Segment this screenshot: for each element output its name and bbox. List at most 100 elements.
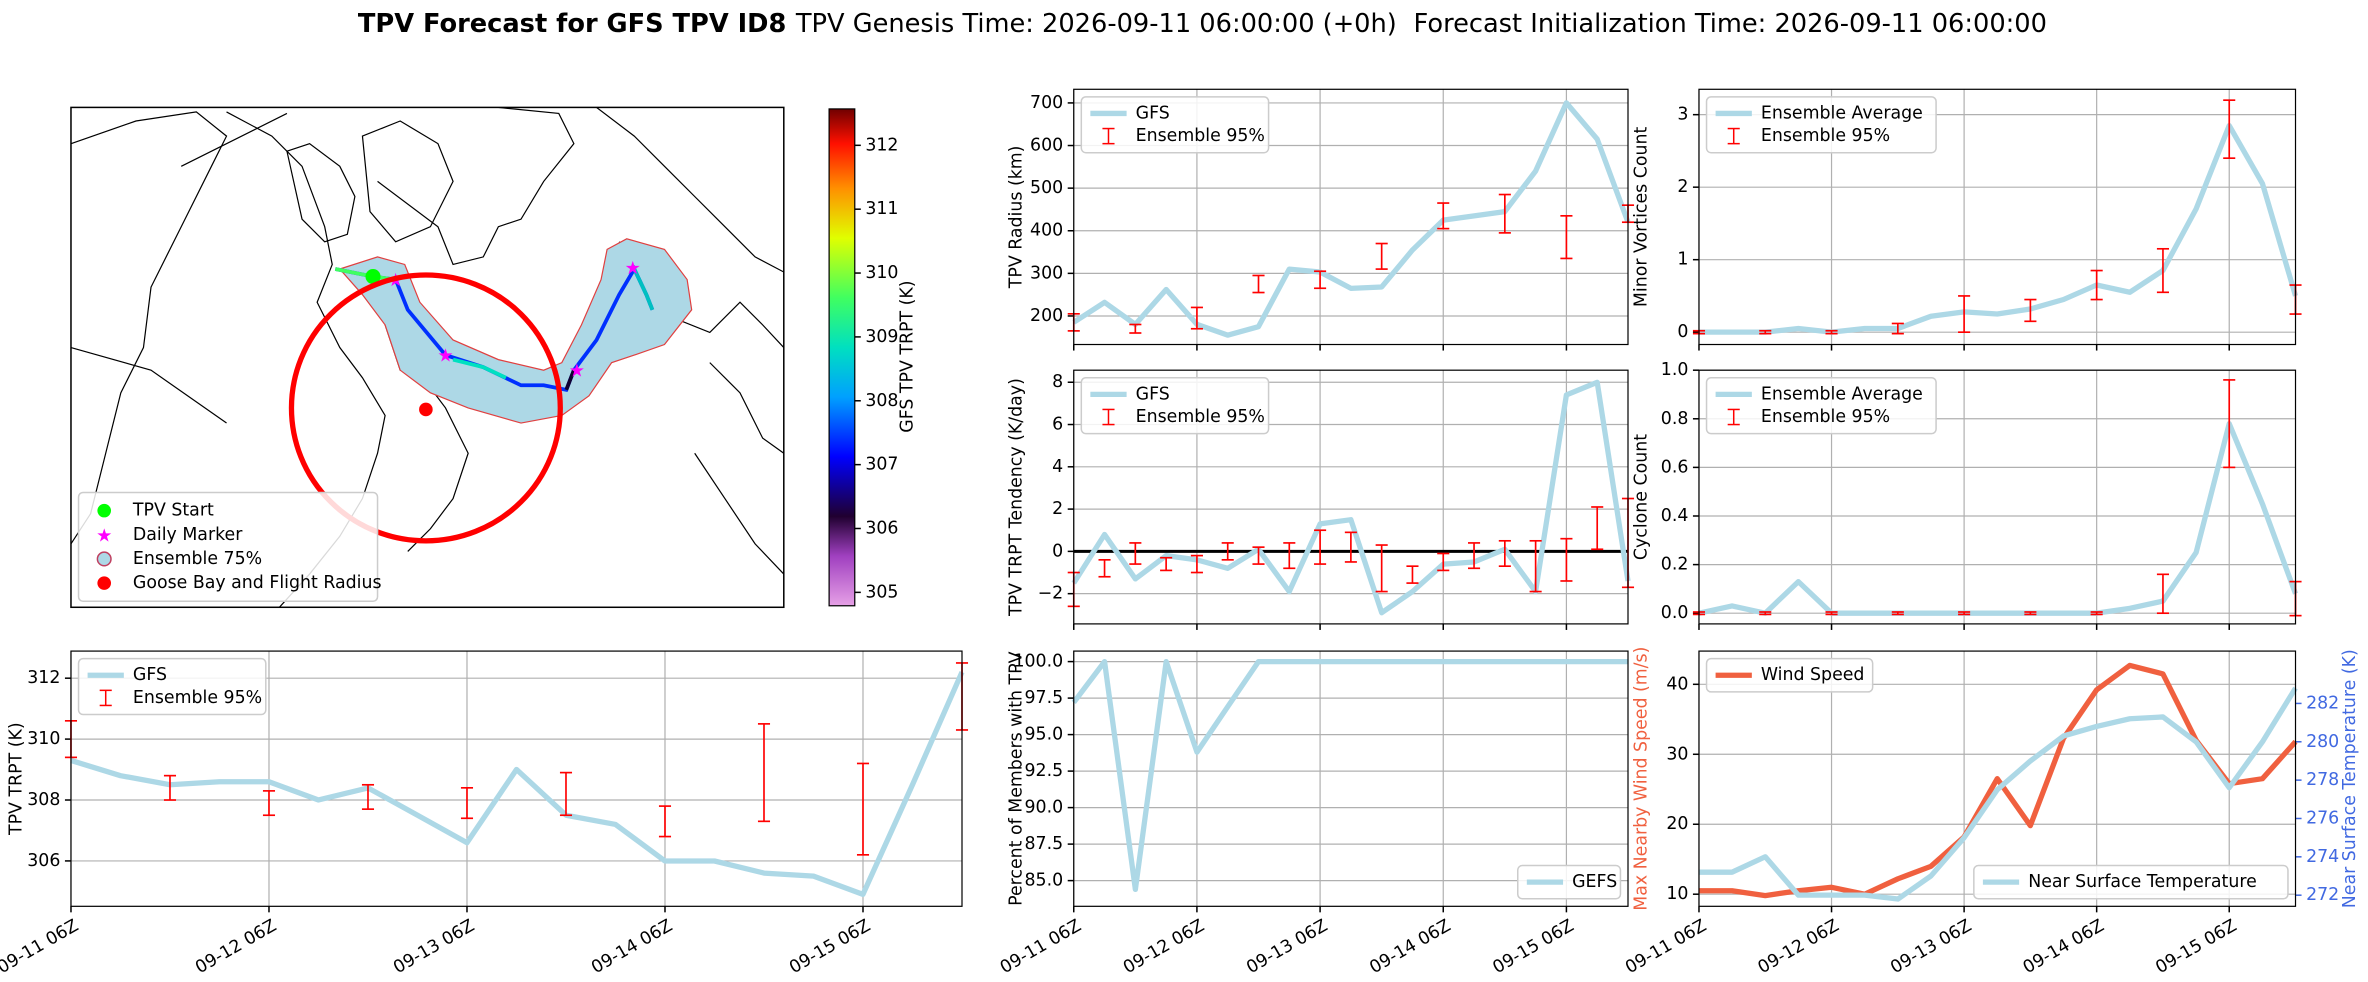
legend-box — [77, 657, 267, 716]
legend-label: Ensemble 95% — [1136, 407, 1265, 427]
error-bar — [1252, 274, 1265, 294]
panel: 0.0 0.2 0.4 0.6 0.8 1.0 Cyclone Count Ensemble … — [1632, 360, 2302, 630]
y-label: TPV TRPT (K) — [7, 722, 27, 836]
error-bar — [1375, 242, 1388, 270]
error-bar — [460, 787, 474, 820]
axes-frame — [1073, 369, 1629, 625]
y2-tick-label: 274 — [2306, 847, 2339, 867]
coastline — [377, 107, 575, 266]
error-bar — [2024, 611, 2037, 616]
x-tick-label: 09-11 06Z — [1622, 916, 1710, 978]
y-label: Cyclone Count — [1632, 434, 1652, 560]
colorbar — [828, 108, 856, 607]
legend-label: Ensemble Average — [1761, 103, 1923, 123]
series-line — [70, 671, 965, 898]
error-bar — [1560, 537, 1573, 582]
y-tick-label: 200 — [1030, 306, 1063, 326]
y-tick-label: 92.5 — [1025, 761, 1064, 781]
daily-marker: ★ — [625, 258, 641, 279]
y-tick-label: 0.6 — [1661, 457, 1689, 477]
y-tick-label: 0 — [1677, 322, 1688, 342]
y-tick-label: 90.0 — [1025, 798, 1064, 818]
daily-marker: ★ — [569, 361, 585, 382]
legend-label: Near Surface Temperature — [2028, 872, 2257, 892]
legend-label: TPV Start — [132, 501, 214, 521]
x-tick-label: 09-12 06Z — [1120, 916, 1208, 978]
y2-tick-label: 272 — [2306, 885, 2339, 905]
legend-label: GEFS — [1572, 872, 1617, 892]
coastline — [596, 107, 784, 273]
error-bar — [1591, 506, 1604, 551]
error-bar — [1190, 306, 1203, 330]
error-bar — [1344, 531, 1357, 563]
y-tick-label: 306 — [27, 851, 60, 871]
legend-marker: ★ — [96, 525, 112, 546]
panel: 09-11 06Z 09-12 06Z 09-13 06Z 09-14 06Z 09-1… — [997, 650, 1629, 978]
legend-label: Ensemble 95% — [1761, 407, 1890, 427]
colorbar-tick-label: 311 — [865, 199, 898, 219]
coastline — [70, 111, 228, 545]
error-bar — [1498, 539, 1511, 568]
error-bar — [1129, 323, 1142, 334]
error-bar — [1314, 270, 1327, 290]
legend-marker — [96, 551, 112, 567]
error-bar — [1406, 565, 1419, 584]
y2-tick-label: 280 — [2306, 732, 2339, 752]
legend-box — [1080, 376, 1270, 435]
y-tick-label: 100.0 — [1013, 652, 1063, 672]
y-tick-label: 308 — [27, 790, 60, 810]
error-bar — [1825, 329, 1838, 335]
y-tick-label: 0 — [1052, 541, 1063, 561]
axes-frame — [1698, 650, 2297, 907]
axes-frame — [70, 650, 963, 907]
legend-label: Ensemble 95% — [1761, 126, 1890, 146]
y-tick-label: 0.2 — [1661, 555, 1689, 575]
error-bar — [163, 774, 177, 801]
error-bar — [1190, 554, 1203, 574]
x-tick-label: 09-11 06Z — [0, 916, 82, 978]
x-tick-label: 09-13 06Z — [390, 916, 478, 978]
x-tick-label: 09-15 06Z — [786, 916, 874, 978]
x-tick-label: 09-13 06Z — [1243, 916, 1331, 978]
error-bar — [1314, 529, 1327, 565]
y-tick-label: 312 — [27, 668, 60, 688]
y2-tick-label: 276 — [2306, 808, 2339, 828]
legend-box — [1705, 657, 1874, 693]
legend-marker — [97, 576, 111, 590]
y-tick-label: 40 — [1666, 674, 1688, 694]
y-label: TPV Radius (km) — [1006, 146, 1026, 290]
legend-box — [1973, 864, 2289, 900]
flight-radius — [288, 272, 563, 544]
error-bar — [1252, 546, 1265, 565]
y-tick-label: 95.0 — [1025, 725, 1064, 745]
y-tick-label: 0.8 — [1661, 409, 1689, 429]
tpv-track — [452, 357, 507, 380]
tpv-track — [632, 268, 655, 311]
y-tick-label: 1 — [1677, 250, 1688, 270]
y-tick-label: 700 — [1030, 93, 1063, 113]
coastline — [286, 142, 356, 243]
legend-label: Ensemble Average — [1761, 384, 1923, 404]
x-tick-label: 09-12 06Z — [192, 916, 280, 978]
legend-label: Ensemble 75% — [133, 549, 262, 569]
y-tick-label: 2 — [1677, 177, 1688, 197]
goose-bay — [419, 402, 433, 417]
axes-frame — [1698, 88, 2297, 346]
series-line — [1698, 122, 2299, 335]
error-bar — [658, 805, 672, 838]
y-tick-label: 310 — [27, 729, 60, 749]
error-bar — [1759, 329, 1772, 335]
x-tick-label: 09-15 06Z — [2152, 916, 2240, 978]
y-tick-label: 8 — [1052, 372, 1063, 392]
legend-box — [77, 491, 379, 602]
x-tick-label: 09-15 06Z — [1490, 916, 1578, 978]
plot-area — [1073, 651, 1628, 907]
y-label: Max Nearby Wind Speed (m/s) — [1632, 647, 1652, 911]
panel: −2 0 2 4 6 8 TPV TRPT Tendency (K/day) GFS Ensem… — [1006, 369, 1635, 630]
colorbar-tick-label: 312 — [865, 135, 898, 155]
y-tick-label: 500 — [1030, 178, 1063, 198]
y-tick-label: 6 — [1052, 415, 1063, 435]
x-tick-label: 09-13 06Z — [1887, 916, 1975, 978]
daily-marker: ★ — [437, 346, 453, 367]
colorbar-tick-label: 309 — [865, 327, 898, 347]
